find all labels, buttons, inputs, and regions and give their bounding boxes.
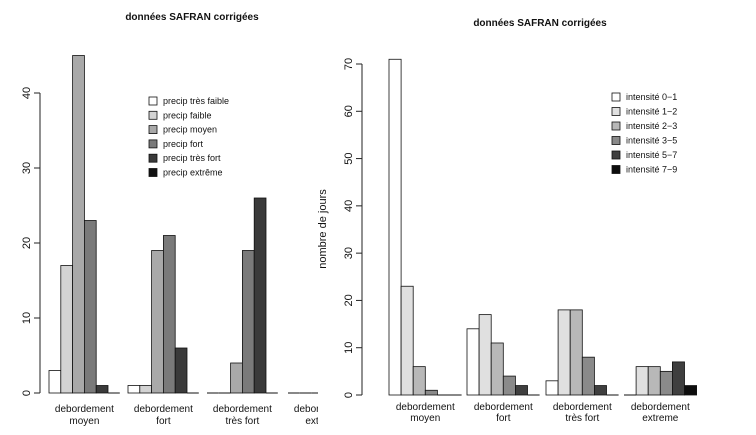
chart-right-bar — [490, 342, 504, 396]
chart-right-legend-swatch — [611, 136, 621, 145]
chart-left-legend-swatch — [148, 153, 158, 163]
chart-right-legend-label: intensité 0−1 — [626, 92, 677, 102]
chart-left-category-label: debordement moyen — [55, 404, 114, 427]
chart-left-bar — [84, 220, 97, 394]
chart-right-bar — [478, 314, 492, 396]
chart-right-legend-label: intensité 7−9 — [626, 165, 677, 175]
chart-right-category-label: debordement moyen — [396, 402, 455, 424]
chart-right-y-tick-label: 30 — [343, 247, 355, 259]
chart-left-legend-label: precip faible — [163, 110, 212, 120]
chart-left-legend-swatch — [148, 125, 158, 134]
chart-right-legend-label: intensité 3−5 — [626, 136, 677, 146]
chart-left-bar — [174, 347, 188, 394]
chart-right-category-label: debordement très fort — [553, 402, 612, 424]
chart-right-y-tick-label: 40 — [343, 200, 355, 212]
chart-right-y-tick-label: 0 — [343, 392, 355, 398]
chart-left-legend-swatch — [148, 110, 158, 120]
chart-left-bar — [127, 385, 141, 394]
chart-right-bar — [594, 385, 607, 396]
chart-right-bar — [466, 328, 480, 396]
chart-left-legend-label: precip fort — [163, 139, 204, 149]
chart-left-bar — [162, 235, 176, 394]
chart-left-legend-label: precip moyen — [163, 125, 217, 135]
chart-right-bar — [400, 285, 414, 396]
chart-right-bar — [569, 309, 583, 396]
chart-right-legend-swatch — [611, 165, 621, 174]
chart-left-category-label: debordement très fort — [213, 404, 272, 427]
chart-right-bar — [557, 309, 571, 396]
chart-left-legend-label: precip très faible — [163, 96, 229, 106]
chart-left-legend-swatch — [148, 168, 158, 177]
chart-left-y-tick-label: 40 — [21, 87, 33, 99]
chart-left-bar — [230, 362, 243, 394]
chart-left-bar — [139, 385, 153, 394]
chart-right-legend-swatch — [611, 150, 621, 160]
chart-left-bar — [253, 197, 267, 394]
chart-right-bar — [412, 366, 426, 396]
chart-right-legend-swatch — [611, 121, 621, 131]
chart-right-bar — [672, 361, 685, 396]
chart-left-y-tick-label: 0 — [21, 390, 33, 396]
chart-right-y-tick-label: 50 — [343, 152, 355, 164]
chart-right-category-label: debordement extreme — [631, 402, 690, 424]
chart-right-y-tick-label: 20 — [343, 294, 355, 306]
chart-right-legend-label: intensité 5−7 — [626, 150, 677, 160]
chart-left-category-label: debordement fort — [134, 404, 193, 427]
chart-right-bar — [388, 58, 402, 396]
chart-left-title: données SAFRAN corrigées — [125, 12, 259, 23]
chart-left-bar — [241, 250, 255, 394]
chart-left-bar — [95, 385, 109, 394]
chart-left-bar — [60, 265, 73, 394]
chart-right-legend-label: intensité 2−3 — [626, 121, 677, 131]
chart-right-bar — [545, 380, 559, 396]
chart-left-bar — [48, 370, 62, 394]
chart-right-bar — [659, 370, 673, 396]
chart-right-legend: intensité 0−1 intensité 1−2 intensité 2−3 i… — [611, 92, 677, 175]
chart-left-y-tick-label: 20 — [21, 237, 33, 249]
chart-right-bar — [647, 366, 661, 396]
chart-left-bar — [72, 55, 85, 394]
left-chart: données SAFRAN corrigées 0 10 20 30 40 deborde… — [21, 12, 353, 427]
chart-left-legend-swatch — [148, 139, 158, 149]
chart-left-bar — [151, 250, 164, 394]
chart-left-legend: precip très faible precip faible precip mo… — [148, 96, 229, 178]
chart-right-bar — [424, 389, 438, 396]
chart-right-category-label: debordement fort — [474, 402, 533, 424]
chart-right-bar — [684, 385, 698, 396]
chart-right-legend-swatch — [611, 107, 621, 116]
right-chart: données SAFRAN corrigées 0 10 20 30 40 50 60 70 n… — [317, 18, 698, 424]
chart-left-y-tick-label: 10 — [21, 312, 33, 324]
chart-left-legend-label: precip extrême — [163, 168, 223, 178]
chart-right-legend-swatch — [611, 92, 621, 102]
chart-right-bar — [515, 385, 528, 396]
chart-right-y-tick-label: 70 — [343, 58, 355, 70]
chart-left-legend-swatch — [148, 96, 158, 106]
chart-right-bar — [581, 356, 595, 396]
chart-left-legend-label: precip très fort — [163, 153, 221, 163]
chart-right-legend-label: intensité 1−2 — [626, 107, 677, 117]
chart-left-category-label: debordement extreme — [294, 404, 353, 427]
chart-left-y-tick-label: 30 — [21, 162, 33, 174]
chart-right-title: données SAFRAN corrigées — [473, 18, 607, 29]
chart-right-y-tick-label: 60 — [343, 105, 355, 117]
chart-right-y-label: nombre de jours — [317, 189, 329, 269]
chart-right-bar — [502, 375, 516, 396]
chart-right-bar — [635, 366, 649, 396]
chart-right-y-tick-label: 10 — [343, 342, 355, 354]
